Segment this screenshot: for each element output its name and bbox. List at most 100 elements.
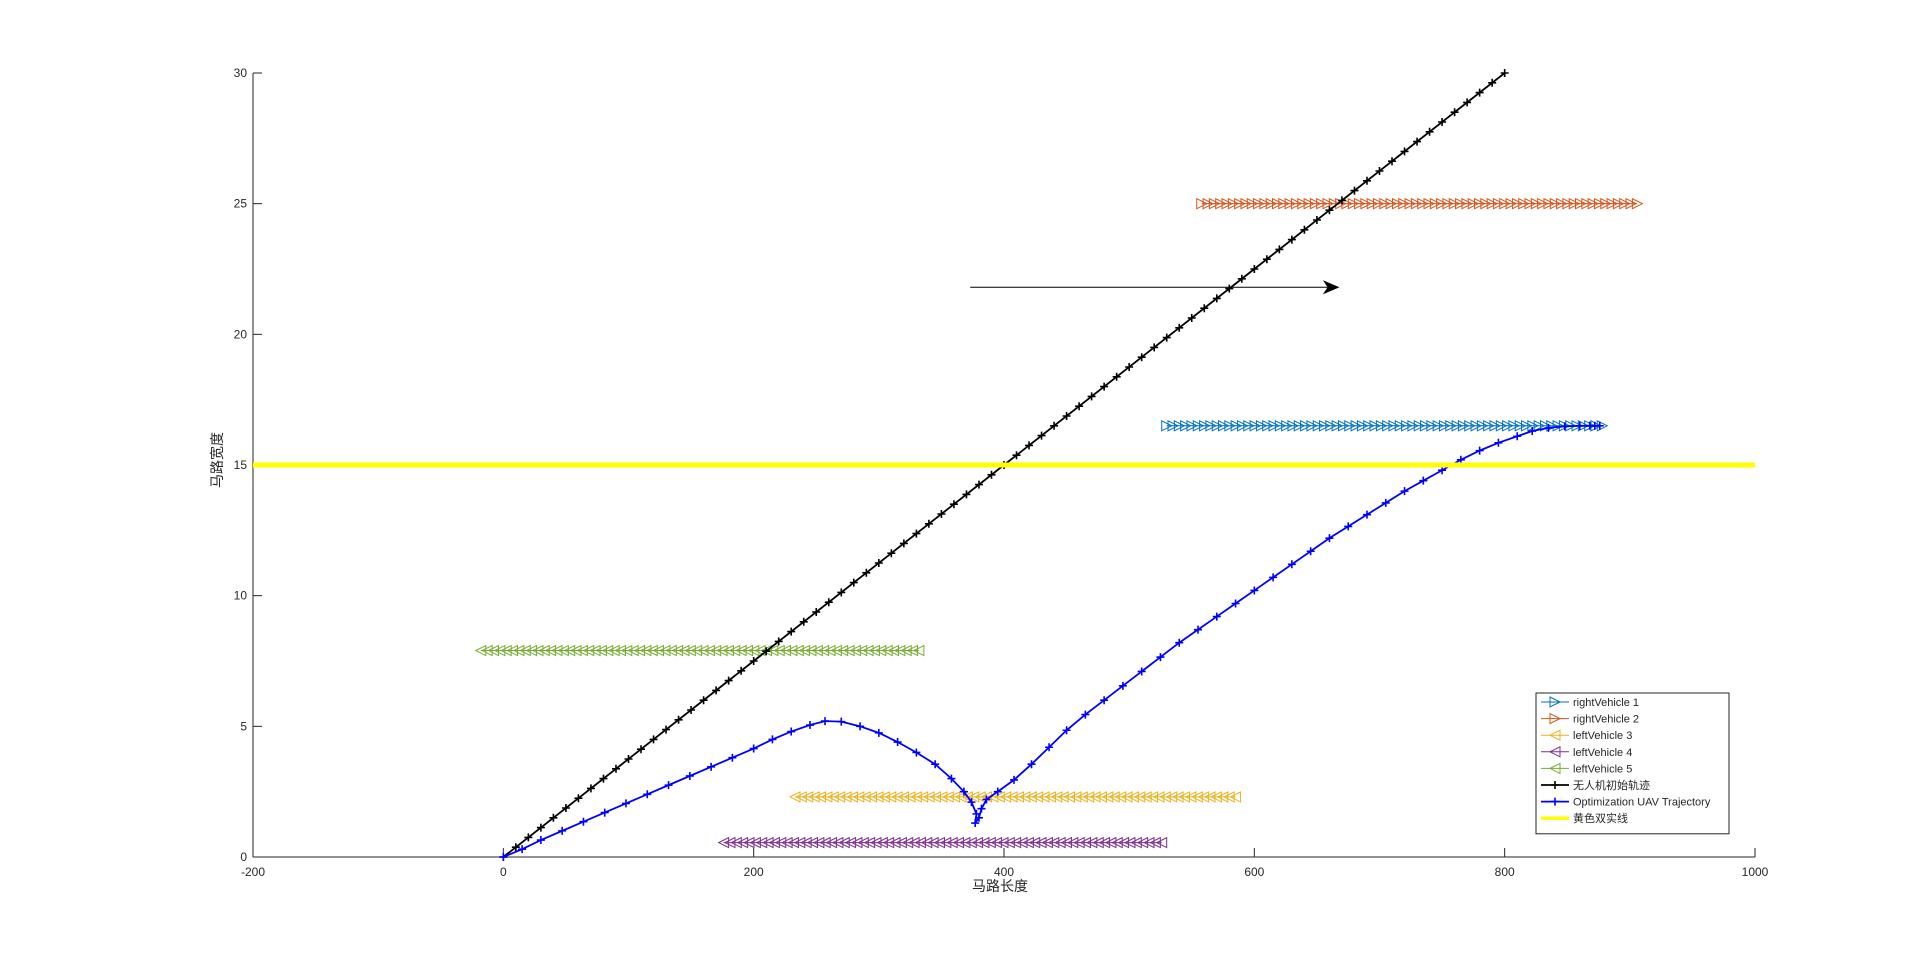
vehicle-marker: [1438, 419, 1451, 432]
vehicle-marker: [792, 644, 804, 657]
vehicle-marker: [798, 644, 811, 657]
legend-item: Optimization UAV Trajectory: [1541, 797, 1711, 809]
vehicle-marker: [1136, 836, 1149, 849]
trajectory-point: [1112, 372, 1121, 381]
vehicle-marker: [1281, 419, 1293, 432]
trajectory-point: [586, 784, 595, 793]
trajectory-point: [1075, 402, 1084, 411]
vehicle-marker: [825, 836, 838, 849]
vehicle-marker: [1445, 419, 1457, 432]
x-tick-label: 400: [994, 865, 1014, 879]
vehicle-marker: [506, 644, 519, 657]
vehicle-marker: [1575, 197, 1587, 210]
vehicle-marker: [1476, 419, 1489, 432]
vehicle-marker: [639, 644, 652, 657]
vehicle-marker: [1369, 419, 1382, 432]
legend-item: leftVehicle 4: [1541, 745, 1632, 759]
y-tick-label: 20: [234, 327, 248, 341]
trajectory-point: [1362, 176, 1371, 185]
vehicle-marker: [1149, 836, 1161, 849]
vehicle-marker: [1249, 419, 1262, 432]
trajectory-point: [1494, 438, 1503, 447]
legend-label: 无人机初始轨迹: [1573, 778, 1650, 792]
trajectory-point: [971, 819, 980, 828]
vehicle-marker: [1375, 419, 1388, 432]
legend-label: leftVehicle 4: [1573, 747, 1632, 759]
vehicle-marker: [1347, 197, 1360, 210]
vehicle-marker: [544, 644, 557, 657]
trajectory-point: [1137, 353, 1146, 362]
vehicle-marker: [1161, 419, 1173, 432]
vehicle-marker: [1192, 419, 1205, 432]
vehicle-marker: [929, 791, 941, 803]
trajectory-point: [637, 745, 646, 754]
vehicle-marker: [1474, 197, 1486, 210]
trajectory-point: [982, 795, 991, 804]
trajectory-point: [1287, 235, 1296, 244]
trajectory-point: [574, 794, 583, 803]
annotation-arrow-head: [1322, 280, 1340, 295]
vehicle-marker: [1155, 836, 1168, 849]
trajectory-point: [1118, 681, 1127, 690]
vehicle-marker: [1464, 419, 1476, 432]
vehicle-marker: [849, 644, 861, 657]
trajectory-point: [974, 813, 983, 822]
vehicle-marker: [1511, 197, 1524, 210]
vehicle-marker: [1012, 791, 1024, 803]
trajectory-point: [1312, 216, 1321, 224]
vehicle-marker: [1211, 419, 1224, 432]
vehicle-marker: [1224, 419, 1236, 432]
y-tick-label: 5: [240, 719, 247, 733]
trajectory-point: [1560, 422, 1569, 431]
vehicle-marker: [1581, 197, 1593, 210]
vehicle-marker: [1133, 791, 1146, 803]
vehicle-marker: [1215, 197, 1227, 210]
vehicle-marker: [1243, 419, 1255, 432]
vehicle-marker: [1388, 419, 1401, 432]
trajectory-point: [707, 762, 716, 771]
vehicle-marker: [881, 644, 893, 657]
vehicle-marker: [1514, 419, 1527, 432]
vehicle-marker: [1492, 197, 1505, 210]
trajectory-point: [837, 717, 846, 726]
trajectory-point: [1150, 343, 1159, 352]
vehicle-marker: [812, 836, 825, 849]
vehicle-marker: [779, 644, 792, 657]
vehicle-marker: [887, 644, 899, 657]
vehicle-marker: [855, 644, 868, 657]
trajectory-point: [993, 787, 1002, 796]
vehicle-marker: [1186, 419, 1199, 432]
x-tick-label: 1000: [1742, 865, 1769, 879]
vehicle-marker: [1234, 197, 1246, 210]
vehicle-marker: [1300, 419, 1312, 432]
vehicle-marker: [728, 644, 741, 657]
trajectory-point: [1528, 427, 1537, 436]
trajectory-point: [1212, 612, 1221, 621]
vehicle-marker: [1518, 197, 1530, 210]
vehicle-marker: [1385, 197, 1398, 210]
vehicle-marker: [965, 836, 977, 849]
vehicle-marker: [1455, 197, 1467, 210]
series-4: [717, 836, 1168, 849]
series-5: [474, 644, 925, 657]
vehicle-marker: [696, 644, 709, 657]
trajectory-point: [1175, 638, 1184, 647]
vehicle-marker: [901, 836, 914, 849]
vehicle-marker: [903, 791, 916, 803]
trajectory-point: [1575, 421, 1584, 430]
vehicle-marker: [844, 836, 857, 849]
vehicle-marker: [1631, 197, 1644, 210]
trajectory-point: [1388, 157, 1397, 166]
vehicle-marker: [1044, 791, 1056, 803]
vehicle-marker: [730, 836, 742, 849]
trajectory-point: [1225, 284, 1234, 293]
vehicle-marker: [1082, 791, 1095, 803]
trajectory-point: [749, 657, 758, 665]
vehicle-marker: [1005, 791, 1018, 803]
vehicle-marker: [1499, 197, 1511, 210]
vehicle-marker: [595, 644, 607, 657]
vehicle-marker: [1312, 419, 1325, 432]
trajectory-point: [931, 760, 940, 769]
vehicle-marker: [942, 791, 954, 803]
vehicle-marker: [948, 791, 961, 803]
